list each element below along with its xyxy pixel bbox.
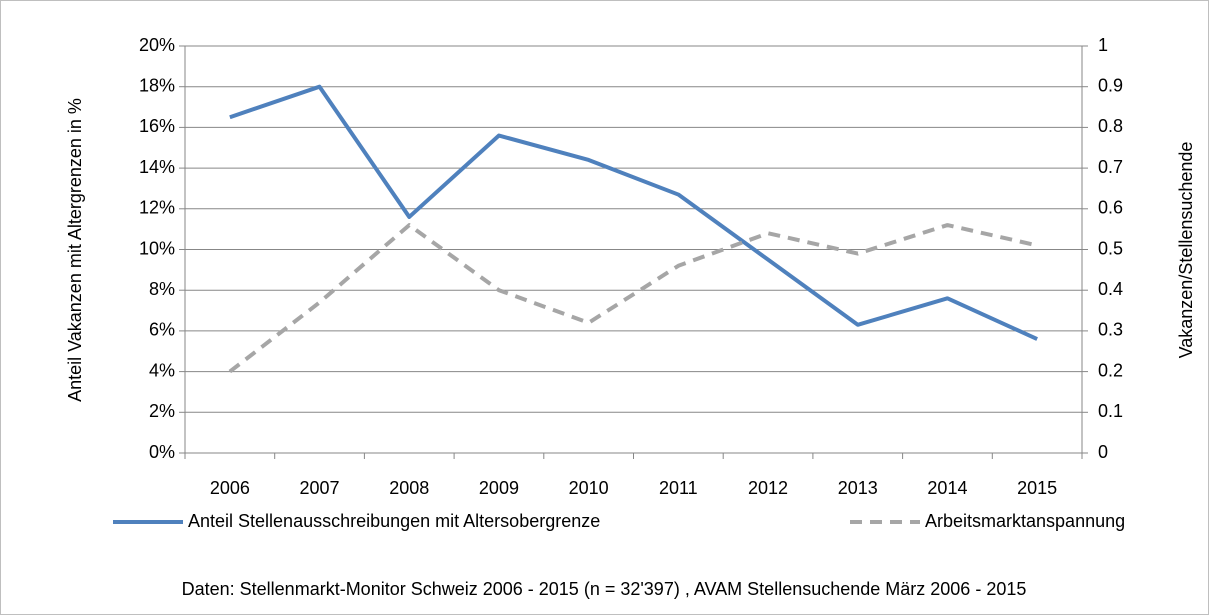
y2-tick-label: 0.3 [1098,320,1123,340]
y2-tick-label: 1 [1098,35,1108,55]
x-tick-label: 2012 [748,478,788,498]
y-axis-label: Anteil Vakanzen mit Altergrenzen in % [65,98,85,402]
y-tick-label: 10% [139,238,175,258]
y2-tick-label: 0.1 [1098,401,1123,421]
x-tick-label: 2013 [838,478,878,498]
series-line [228,223,1038,374]
y2-tick-label: 0.9 [1098,75,1123,95]
y-tick-label: 4% [149,360,175,380]
y2-tick-label: 0.5 [1098,238,1123,258]
y-tick-label: 20% [139,35,175,55]
y-tick-label: 8% [149,279,175,299]
x-tick-label: 2011 [659,478,698,498]
y2-tick-label: 0 [1098,442,1108,462]
x-tick-label: 2007 [300,478,340,498]
y2-tick-label: 0.2 [1098,360,1123,380]
x-tick-label: 2006 [210,478,250,498]
y-tick-label: 2% [149,401,175,421]
legend-label: Anteil Stellenausschreibungen mit Alters… [188,511,600,531]
y-tick-label: 14% [139,157,175,177]
x-tick-label: 2010 [569,478,609,498]
y-tick-label: 12% [139,198,175,218]
source-note: Daten: Stellenmarkt-Monitor Schweiz 2006… [182,579,1027,599]
y2-tick-label: 0.8 [1098,116,1123,136]
series-line [229,84,1038,341]
y-tick-label: 16% [139,116,175,136]
y2-axis-label: Vakanzen/Stellensuchende [1176,142,1196,359]
legend-label: Arbeitsmarktanspannung [925,511,1125,531]
x-tick-label: 2014 [927,478,967,498]
y2-tick-label: 0.7 [1098,157,1123,177]
y-tick-label: 18% [139,75,175,95]
y-tick-label: 6% [149,320,175,340]
y-tick-label: 0% [149,442,175,462]
x-tick-label: 2009 [479,478,519,498]
x-tick-label: 2015 [1017,478,1057,498]
y2-tick-label: 0.4 [1098,279,1123,299]
x-tick-label: 2008 [389,478,429,498]
y2-tick-label: 0.6 [1098,198,1123,218]
